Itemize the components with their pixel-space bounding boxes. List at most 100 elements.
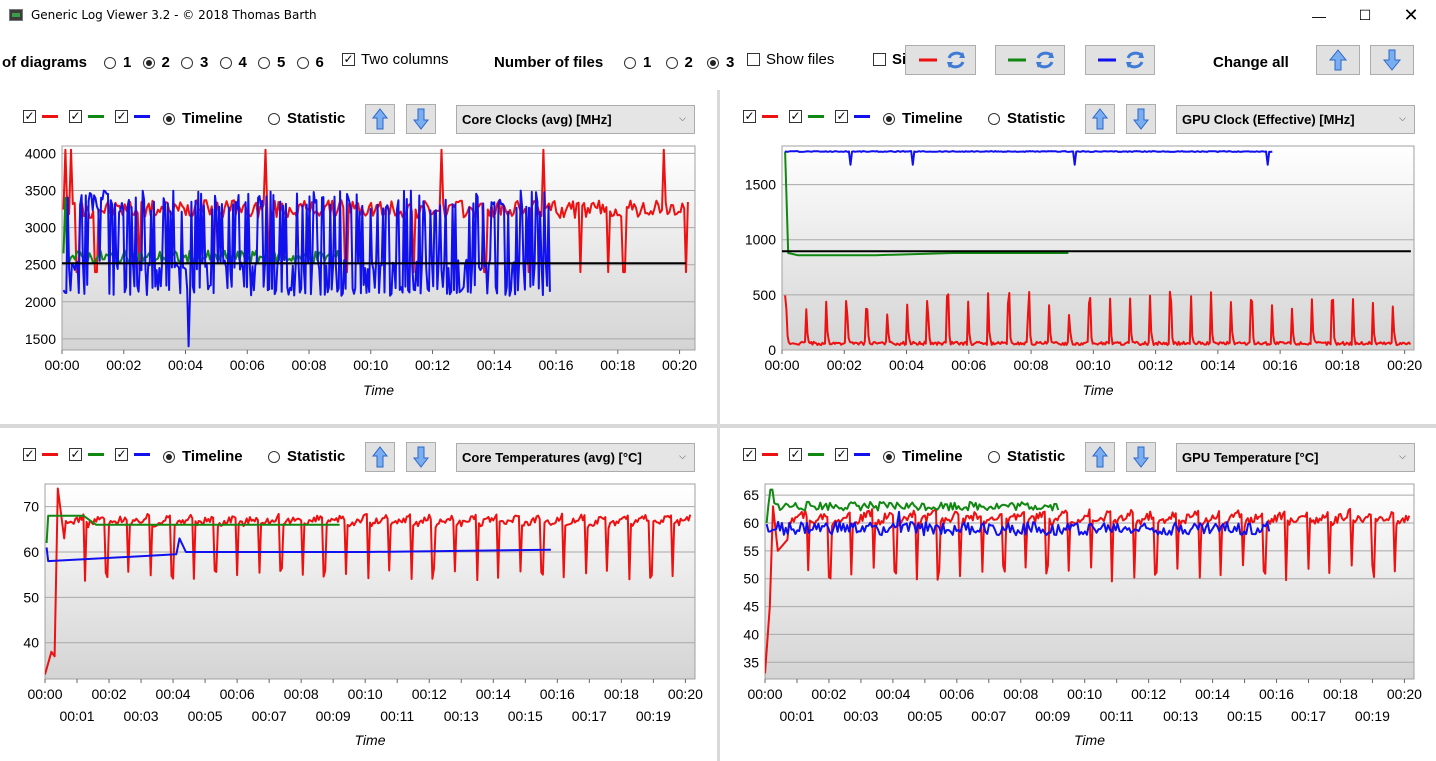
swap-green-button[interactable] (995, 45, 1065, 75)
statistic-radio[interactable]: Statistic (988, 110, 1065, 127)
x-tick-label: 00:10 (353, 357, 388, 373)
show-files-checkbox[interactable]: Show files (747, 51, 834, 68)
two-columns-label: Two columns (361, 51, 449, 68)
si-checkbox[interactable]: Si (873, 51, 906, 68)
swap-arrows-icon (946, 51, 965, 69)
timeline-radio[interactable]: Timeline (163, 448, 243, 465)
timeline-label: Timeline (182, 110, 243, 127)
close-button[interactable]: ✕ (1403, 5, 1419, 25)
series-color-swatch-green (808, 453, 824, 456)
series-line-blue (765, 510, 1271, 537)
x-tick-label: 00:08 (1003, 686, 1038, 702)
series-toggle-blue[interactable]: ✓ (835, 448, 870, 461)
x-minor-tick-label: 00:13 (444, 708, 479, 724)
file-count-option-3[interactable]: 3 (707, 54, 734, 71)
diagram-panel-core-clocks: ✓ ✓ ✓ Timeline Statistic Core Clocks (avg) [M… (0, 90, 717, 424)
sensor-dropdown[interactable]: GPU Temperature [°C] ⌵ (1176, 443, 1415, 472)
series-toggle-green[interactable]: ✓ (69, 110, 104, 123)
move-diagram-down-button[interactable] (406, 442, 436, 472)
move-all-up-button[interactable] (1316, 45, 1360, 75)
file-count-option-2[interactable]: 2 (665, 54, 693, 71)
statistic-radio[interactable]: Statistic (268, 448, 345, 465)
x-axis-label: Time (355, 732, 386, 748)
y-tick-label: 60 (23, 544, 39, 560)
chart: 40 50 60 70 00:00 00:02 00:04 00:06 00:08 00:10 00… (23, 483, 703, 748)
radio-icon (163, 112, 175, 125)
two-columns-checkbox[interactable]: ✓ Two columns (342, 51, 449, 68)
x-tick-label: 00:18 (604, 686, 639, 702)
y-tick-label: 3000 (25, 220, 56, 236)
file-count-option-1[interactable]: 1 (624, 54, 651, 71)
arrow-down-icon (1382, 49, 1402, 71)
series-toggle-red[interactable]: ✓ (743, 448, 778, 461)
sensor-dropdown-value: GPU Clock (Effective) [MHz] (1182, 112, 1355, 127)
x-minor-tick-label: 00:13 (1163, 708, 1198, 724)
series-toggle-green[interactable]: ✓ (789, 110, 824, 123)
minimize-button[interactable]: — (1312, 7, 1326, 24)
file-count-option-label: 1 (643, 54, 652, 71)
series-toggle-red[interactable]: ✓ (23, 110, 58, 123)
chevron-down-icon: ⌵ (679, 451, 686, 461)
series-toggle-red[interactable]: ✓ (23, 448, 58, 461)
move-diagram-up-button[interactable] (365, 442, 395, 472)
diagram-count-option-1[interactable]: 1 (104, 54, 131, 71)
move-diagram-down-button[interactable] (406, 104, 436, 134)
x-tick-label: 00:18 (600, 357, 635, 373)
swap-red-button[interactable] (905, 45, 976, 75)
diagram-count-option-6[interactable]: 6 (296, 54, 324, 71)
timeline-radio[interactable]: Timeline (883, 110, 963, 127)
move-all-down-button[interactable] (1370, 45, 1414, 75)
sensor-dropdown[interactable]: Core Temperatures (avg) [°C] ⌵ (456, 443, 695, 472)
arrow-up-icon (371, 446, 389, 468)
diagram-count-option-2[interactable]: 2 (142, 54, 170, 71)
timeline-label: Timeline (182, 448, 243, 465)
move-diagram-down-button[interactable] (1126, 442, 1156, 472)
series-toggle-blue[interactable]: ✓ (115, 448, 150, 461)
series-toggle-blue[interactable]: ✓ (835, 110, 870, 123)
x-tick-label: 00:20 (668, 686, 703, 702)
timeline-radio[interactable]: Timeline (163, 110, 243, 127)
diagram-count-option-3[interactable]: 3 (181, 54, 208, 71)
y-tick-label: 40 (23, 635, 39, 651)
plot-area (781, 145, 1415, 351)
statistic-radio[interactable]: Statistic (268, 110, 345, 127)
diagram-count-option-4[interactable]: 4 (219, 54, 247, 71)
series-color-swatch-red (42, 115, 58, 118)
series-color-swatch-blue (854, 115, 870, 118)
y-tick-label: 4000 (25, 145, 56, 161)
chart: 1500 2000 2500 3000 3500 4000 00:00 00:02 00:04 0… (25, 145, 697, 398)
statistic-label: Statistic (287, 448, 346, 465)
checkbox-check-icon: ✓ (342, 52, 355, 66)
series-color-swatch-blue (854, 453, 870, 456)
sensor-dropdown[interactable]: GPU Clock (Effective) [MHz] ⌵ (1176, 105, 1415, 134)
radio-icon (665, 56, 678, 69)
move-diagram-up-button[interactable] (365, 104, 395, 134)
series-toggle-blue[interactable]: ✓ (115, 110, 150, 123)
x-tick-label: 00:14 (1200, 357, 1235, 373)
series-group (782, 150, 1412, 346)
move-diagram-down-button[interactable] (1126, 104, 1156, 134)
move-diagram-up-button[interactable] (1085, 104, 1115, 134)
y-tick-label: 1000 (745, 232, 776, 248)
move-diagram-up-button[interactable] (1085, 442, 1115, 472)
series-toggle-red[interactable]: ✓ (743, 110, 778, 123)
y-tick-label: 1500 (25, 331, 56, 347)
diagram-count-option-5[interactable]: 5 (258, 54, 285, 71)
timeline-label: Timeline (902, 110, 963, 127)
checkbox-check-icon: ✓ (743, 109, 756, 123)
statistic-radio[interactable]: Statistic (988, 448, 1065, 465)
chevron-down-icon: ⌵ (1399, 451, 1406, 461)
maximize-button[interactable]: ☐ (1358, 7, 1372, 23)
x-tick-label: 00:12 (1131, 686, 1166, 702)
x-tick-label: 00:18 (1325, 357, 1360, 373)
series-toggle-green[interactable]: ✓ (789, 448, 824, 461)
diagram-count-option-label: 1 (123, 54, 132, 71)
x-tick-label: 00:16 (1259, 686, 1294, 702)
sensor-dropdown[interactable]: Core Clocks (avg) [MHz] ⌵ (456, 105, 695, 134)
diagram-panel-core-temperatures: ✓ ✓ ✓ Timeline Statistic Core Temperatures (a… (0, 428, 717, 761)
radio-icon (163, 450, 175, 463)
horizontal-splitter[interactable] (0, 424, 1436, 428)
timeline-radio[interactable]: Timeline (883, 448, 963, 465)
swap-blue-button[interactable] (1085, 45, 1155, 75)
series-toggle-green[interactable]: ✓ (69, 448, 104, 461)
